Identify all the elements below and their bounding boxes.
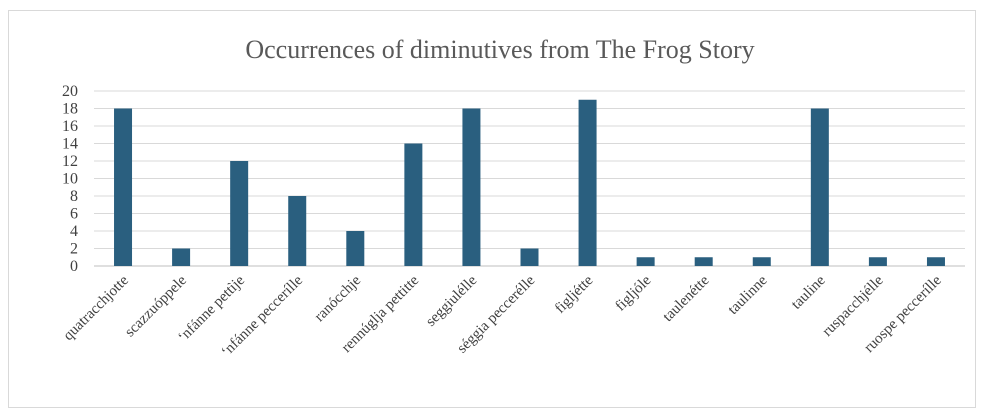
y-tick-label: 8 [70, 188, 78, 205]
x-tick-label: taulenétte [660, 272, 713, 325]
bar [114, 108, 133, 266]
bar [636, 257, 655, 266]
y-tick-label: 16 [62, 118, 78, 135]
x-tick-label: figljétte [552, 272, 597, 317]
bar [172, 248, 191, 266]
x-tick-label: tauline [788, 272, 828, 312]
x-tick-label: quatracchjotte [60, 272, 132, 344]
bar [810, 108, 829, 266]
bar [230, 161, 249, 266]
y-tick-label: 6 [70, 206, 78, 223]
y-tick-label: 2 [70, 241, 78, 258]
bar [462, 108, 481, 266]
x-tick-label: ranócchje [312, 272, 365, 325]
bar [346, 231, 365, 266]
y-tick-label: 0 [70, 258, 78, 275]
gridlines [94, 90, 965, 267]
y-tick-label: 4 [70, 223, 78, 240]
x-tick-label: figljóle [613, 272, 655, 314]
x-tick-label: taulinne [725, 272, 771, 318]
bar [288, 196, 307, 266]
y-tick-label: 20 [62, 83, 78, 100]
x-tick-label: seggiulélle [423, 272, 481, 330]
bar [404, 143, 423, 266]
bar [694, 257, 713, 266]
y-tick-label: 12 [62, 153, 78, 170]
bar [520, 248, 539, 266]
y-tick-label: 14 [62, 136, 78, 153]
bar [578, 99, 597, 266]
chart-title: Occurrences of diminutives from The Frog… [245, 35, 754, 64]
y-tick-label: 18 [62, 101, 78, 118]
bar [926, 257, 945, 266]
bar [868, 257, 887, 266]
bars [114, 99, 945, 266]
y-tick-label: 10 [62, 171, 78, 188]
bar [752, 257, 771, 266]
